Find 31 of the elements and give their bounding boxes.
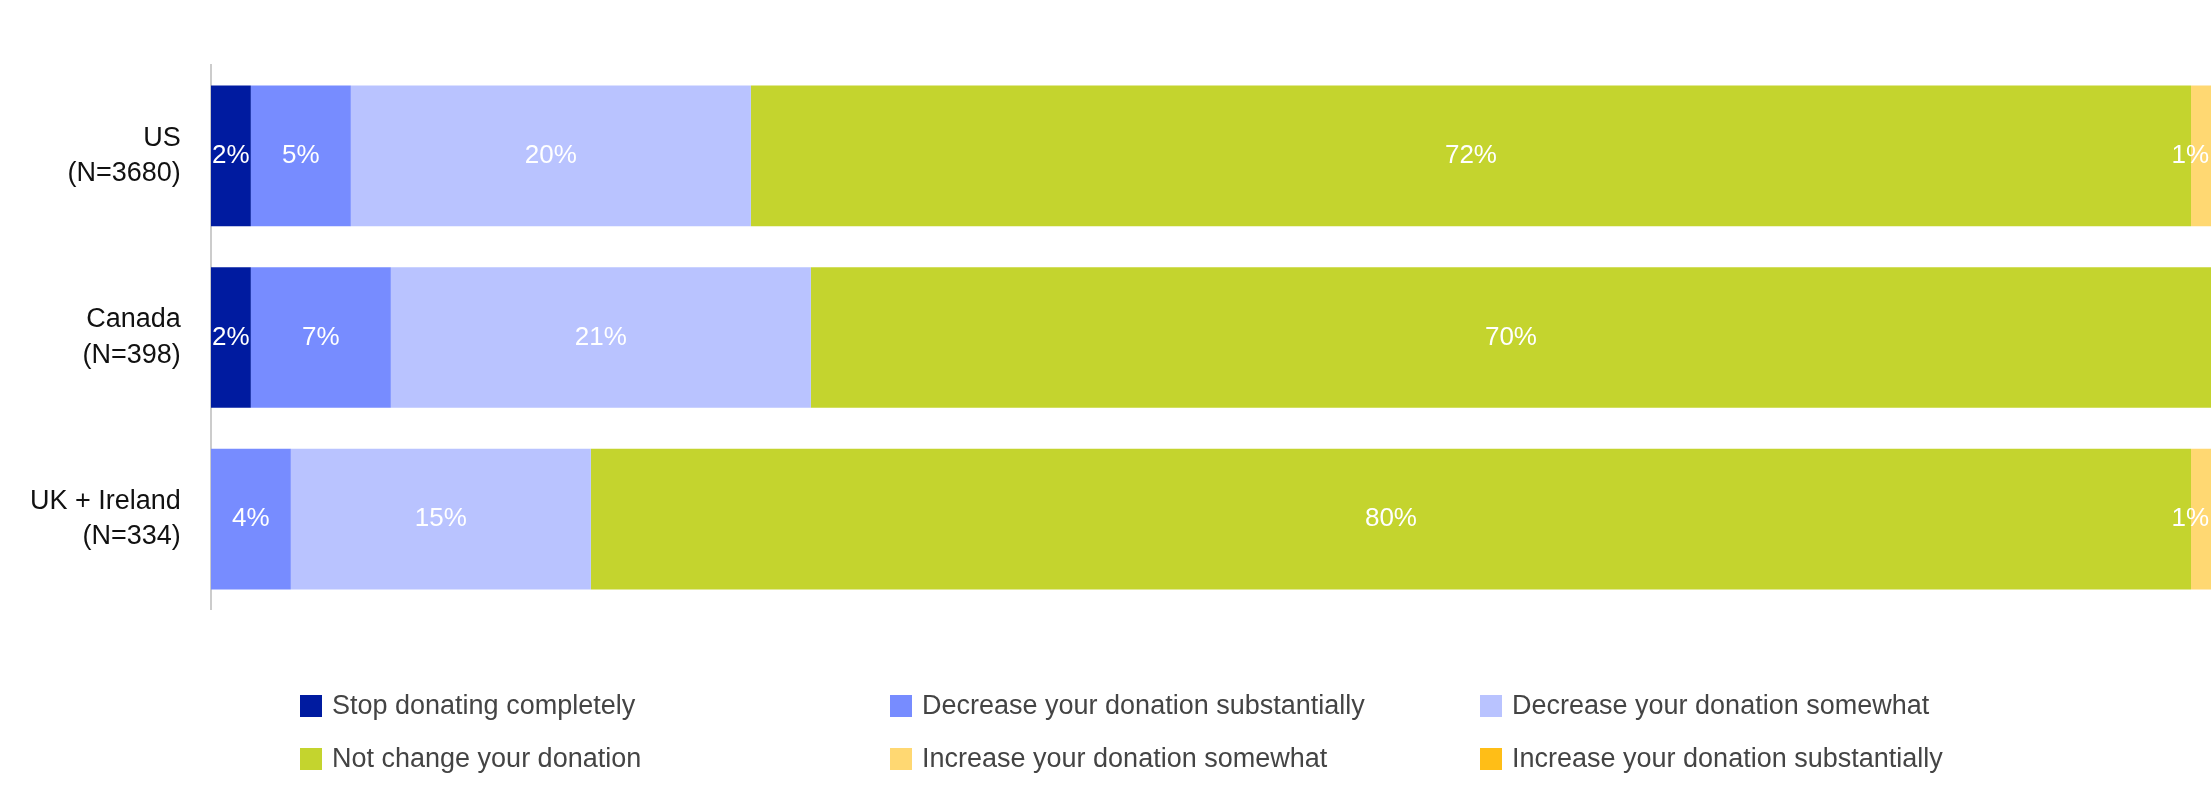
- data-label: 2%: [212, 139, 250, 170]
- data-label: 5%: [282, 139, 320, 170]
- data-label: 15%: [414, 502, 467, 533]
- y-tick-label: US (N=3680): [67, 121, 181, 187]
- legend-label: Increase your donation substantially: [1512, 743, 1943, 774]
- data-label: 2%: [212, 320, 250, 351]
- data-label: 4%: [232, 502, 270, 533]
- data-label: 21%: [574, 320, 627, 351]
- y-tick-label: UK + Ireland (N=334): [29, 485, 181, 551]
- legend-label: Decrease your donation somewhat: [1512, 690, 1930, 721]
- data-label: 7%: [302, 320, 340, 351]
- bar: [810, 267, 2211, 408]
- data-label: 1%: [2171, 139, 2209, 170]
- bar: [210, 85, 251, 227]
- data-label: 70%: [1484, 320, 1537, 351]
- legend-label: Not change your donation: [332, 743, 642, 774]
- legend-label: Decrease your donation substantially: [922, 690, 1365, 721]
- data-label: 80%: [1364, 502, 1417, 533]
- bar: [210, 267, 251, 408]
- bar: [210, 448, 291, 590]
- bar: [250, 85, 351, 227]
- bar: [350, 85, 751, 227]
- data-label: 20%: [524, 139, 577, 170]
- bar: [250, 267, 391, 408]
- bar: [390, 267, 811, 408]
- bar: [290, 448, 591, 590]
- y-tick-label: Canada (N=398): [82, 303, 182, 369]
- data-label: 72%: [1444, 139, 1497, 170]
- legend-label: Increase your donation somewhat: [922, 743, 1328, 774]
- data-label: 1%: [2171, 502, 2209, 533]
- legend-label: Stop donating completely: [332, 690, 636, 721]
